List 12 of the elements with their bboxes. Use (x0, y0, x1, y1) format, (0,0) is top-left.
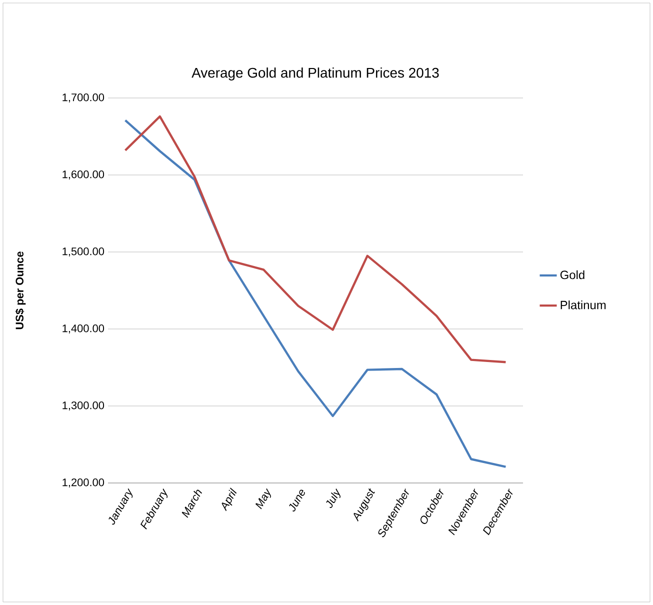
y-axis-title: US$ per Ounce (15, 252, 26, 330)
legend-label: Platinum (560, 300, 606, 310)
line-series (124, 119, 507, 468)
y-tick-label: 1,500.00 (62, 247, 104, 257)
line-series (124, 115, 507, 364)
y-tick-label: 1,700.00 (62, 93, 104, 103)
legend-label: Gold (560, 270, 584, 280)
y-tick-label: 1,400.00 (62, 324, 104, 334)
y-tick-label: 1,300.00 (62, 401, 104, 411)
y-tick-label: 1,200.00 (62, 478, 104, 488)
y-tick-label: 1,600.00 (62, 170, 104, 180)
chart-title: Average Gold and Platinum Prices 2013 (192, 67, 439, 80)
